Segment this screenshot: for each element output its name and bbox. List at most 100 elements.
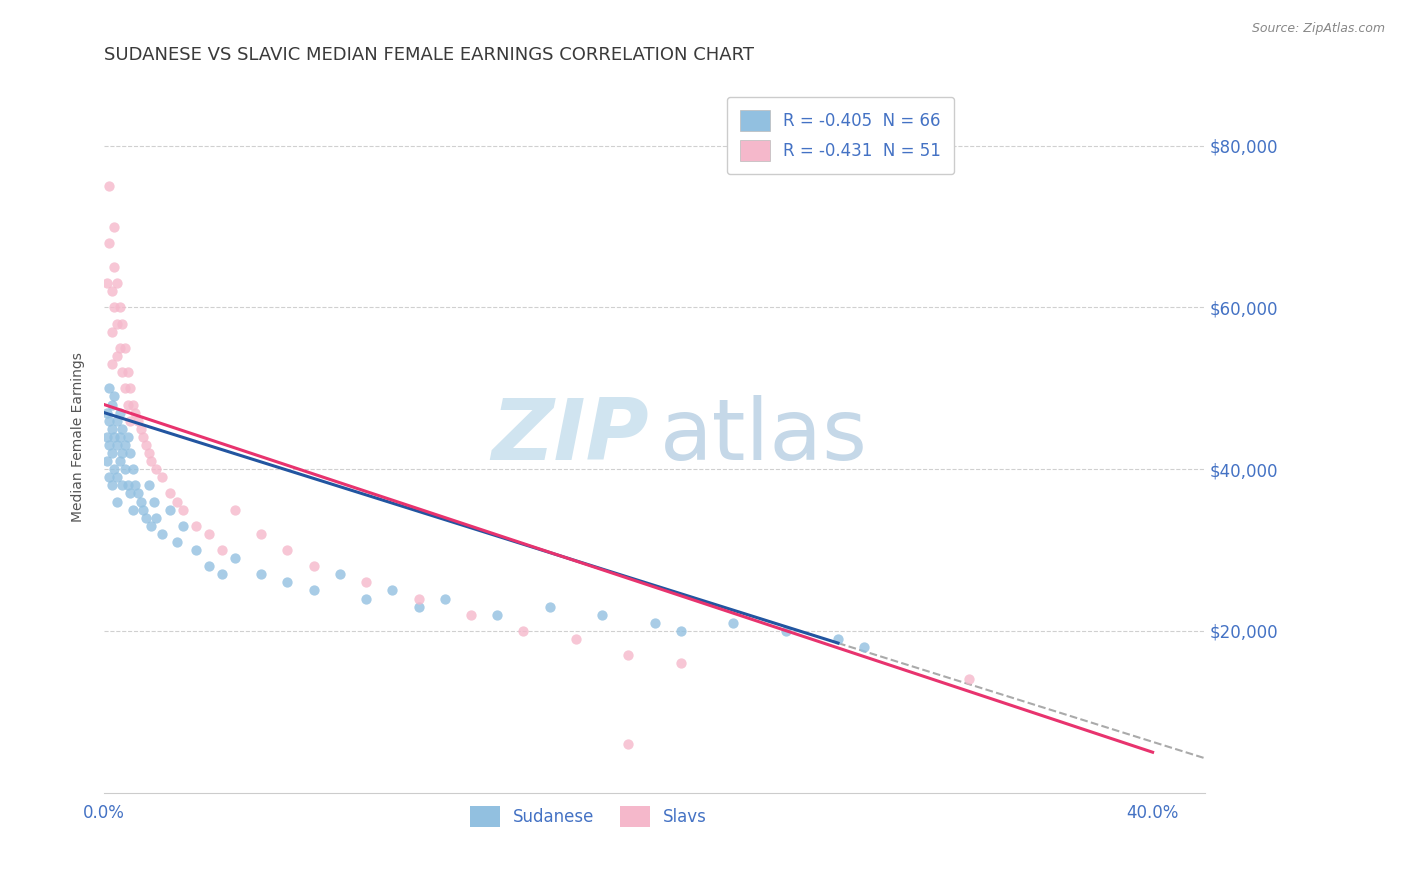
Point	[565, 632, 588, 646]
Point	[105, 414, 128, 428]
Point	[408, 591, 430, 606]
Point	[853, 640, 876, 654]
Y-axis label: Median Female Earnings: Median Female Earnings	[72, 352, 86, 522]
Point	[159, 502, 181, 516]
Point	[103, 301, 125, 315]
Point	[132, 430, 155, 444]
Text: SUDANESE VS SLAVIC MEDIAN FEMALE EARNINGS CORRELATION CHART: SUDANESE VS SLAVIC MEDIAN FEMALE EARNING…	[104, 46, 754, 64]
Point	[105, 277, 128, 291]
Point	[101, 422, 124, 436]
Point	[117, 430, 139, 444]
Point	[111, 365, 134, 379]
Point	[276, 575, 298, 590]
Point	[329, 567, 352, 582]
Point	[135, 510, 157, 524]
Point	[105, 317, 128, 331]
Point	[96, 406, 118, 420]
Point	[105, 438, 128, 452]
Point	[408, 599, 430, 614]
Point	[120, 381, 142, 395]
Point	[103, 219, 125, 234]
Point	[172, 502, 194, 516]
Point	[250, 567, 273, 582]
Point	[166, 535, 188, 549]
Point	[111, 317, 134, 331]
Text: atlas: atlas	[659, 395, 868, 478]
Point	[101, 285, 124, 299]
Point	[105, 349, 128, 363]
Point	[184, 518, 207, 533]
Point	[150, 470, 173, 484]
Point	[159, 486, 181, 500]
Point	[127, 414, 149, 428]
Point	[105, 470, 128, 484]
Point	[127, 486, 149, 500]
Point	[141, 454, 163, 468]
Point	[101, 397, 124, 411]
Point	[120, 486, 142, 500]
Point	[150, 527, 173, 541]
Point	[114, 381, 136, 395]
Point	[117, 365, 139, 379]
Point	[101, 357, 124, 371]
Point	[276, 543, 298, 558]
Point	[617, 737, 640, 751]
Point	[103, 430, 125, 444]
Point	[135, 438, 157, 452]
Point	[512, 624, 534, 638]
Point	[460, 607, 482, 622]
Point	[138, 446, 160, 460]
Point	[98, 414, 121, 428]
Point	[172, 518, 194, 533]
Point	[103, 260, 125, 274]
Point	[617, 648, 640, 663]
Point	[121, 397, 143, 411]
Point	[105, 494, 128, 508]
Point	[103, 462, 125, 476]
Point	[98, 438, 121, 452]
Point	[111, 422, 134, 436]
Point	[775, 624, 797, 638]
Point	[108, 341, 131, 355]
Point	[124, 406, 146, 420]
Point	[250, 527, 273, 541]
Point	[302, 583, 325, 598]
Point	[114, 438, 136, 452]
Point	[381, 583, 404, 598]
Point	[121, 502, 143, 516]
Point	[184, 543, 207, 558]
Point	[96, 454, 118, 468]
Point	[142, 494, 165, 508]
Point	[96, 277, 118, 291]
Point	[111, 446, 134, 460]
Point	[957, 673, 980, 687]
Point	[98, 470, 121, 484]
Point	[120, 446, 142, 460]
Point	[114, 462, 136, 476]
Point	[166, 494, 188, 508]
Point	[211, 543, 233, 558]
Point	[669, 624, 692, 638]
Point	[141, 518, 163, 533]
Point	[433, 591, 456, 606]
Point	[111, 478, 134, 492]
Point	[96, 430, 118, 444]
Point	[354, 591, 377, 606]
Point	[669, 657, 692, 671]
Point	[121, 462, 143, 476]
Point	[302, 559, 325, 574]
Point	[644, 615, 666, 630]
Point	[591, 607, 613, 622]
Point	[129, 494, 152, 508]
Point	[101, 446, 124, 460]
Point	[98, 179, 121, 194]
Point	[101, 478, 124, 492]
Point	[108, 454, 131, 468]
Point	[108, 406, 131, 420]
Point	[538, 599, 561, 614]
Point	[827, 632, 849, 646]
Point	[224, 551, 246, 566]
Point	[145, 510, 167, 524]
Text: Source: ZipAtlas.com: Source: ZipAtlas.com	[1251, 22, 1385, 36]
Point	[108, 430, 131, 444]
